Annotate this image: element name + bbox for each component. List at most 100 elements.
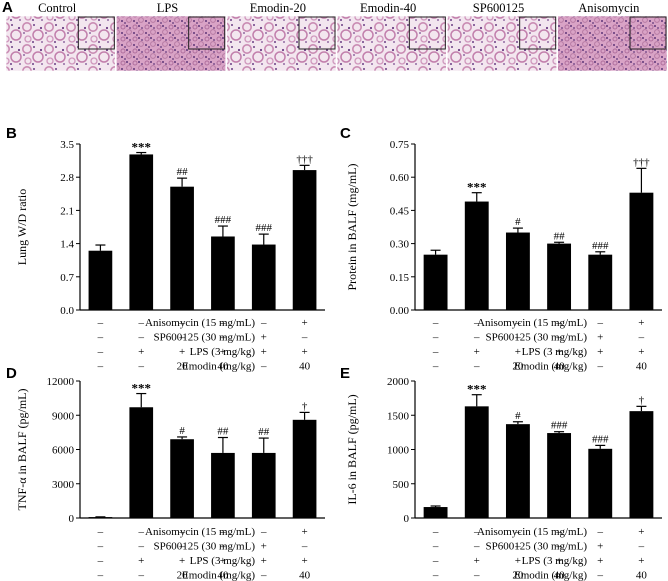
condition-mark: –: [555, 317, 562, 329]
condition-label: Emodin (mg/kg): [514, 361, 587, 373]
bar-4: [251, 452, 276, 518]
significance-label: ###: [592, 433, 609, 445]
condition-mark: 40: [299, 570, 311, 581]
significance-label: ***: [132, 381, 152, 396]
condition-mark: –: [555, 541, 562, 553]
condition-mark: –: [178, 332, 185, 344]
significance-label: ##: [177, 166, 189, 178]
condition-mark: –: [97, 317, 104, 329]
condition-mark: –: [432, 555, 439, 567]
condition-label: LPS (3 mg/kg): [190, 555, 256, 567]
condition-mark: –: [260, 361, 267, 373]
y-tick-label: 2000: [387, 376, 410, 388]
histology-label-4: SP600125: [473, 1, 524, 15]
condition-mark: –: [473, 361, 480, 373]
condition-label: LPS (3 mg/kg): [190, 346, 256, 358]
condition-mark: +: [261, 541, 267, 553]
significance-label: ##: [217, 426, 229, 438]
condition-label: Anisomycin (15 mg/mL): [145, 526, 255, 538]
histology-inset-5: [629, 16, 667, 50]
condition-mark: –: [514, 332, 521, 344]
condition-mark: –: [97, 526, 104, 538]
bar-1: [129, 154, 154, 310]
condition-mark: –: [178, 526, 185, 538]
condition-mark: +: [515, 346, 521, 358]
condition-mark: –: [555, 526, 562, 538]
histology-label-2: Emodin-20: [250, 1, 306, 15]
condition-mark: +: [301, 555, 307, 567]
condition-mark: +: [597, 332, 603, 344]
condition-mark: –: [432, 317, 439, 329]
y-tick-label: 0: [404, 513, 410, 525]
condition-mark: +: [597, 541, 603, 553]
bar-0: [423, 507, 448, 518]
panel-letter-b: B: [6, 125, 17, 142]
bar-5: [292, 170, 317, 310]
condition-mark: –: [138, 317, 145, 329]
condition-mark: –: [597, 361, 604, 373]
condition-mark: +: [138, 346, 144, 358]
condition-label: Emodin (mg/kg): [514, 570, 587, 581]
condition-mark: –: [219, 526, 226, 538]
condition-mark: –: [597, 526, 604, 538]
bar-2: [505, 424, 530, 518]
bar-5: [292, 419, 317, 518]
condition-mark: –: [97, 541, 104, 553]
condition-mark: –: [597, 317, 604, 329]
significance-label: †: [639, 394, 645, 406]
condition-mark: –: [432, 332, 439, 344]
condition-mark: +: [638, 555, 644, 567]
condition-mark: 20: [512, 570, 524, 581]
condition-label: SP600125 (30 mg/mL): [154, 332, 256, 344]
condition-mark: –: [219, 317, 226, 329]
y-tick-label: 0.60: [390, 172, 410, 184]
condition-mark: –: [597, 570, 604, 581]
condition-mark: –: [473, 317, 480, 329]
bar-0: [88, 250, 113, 310]
condition-label: Anisomycin (15 mg/mL): [477, 317, 587, 329]
condition-mark: +: [638, 526, 644, 538]
histology-inset-3: [408, 16, 446, 50]
condition-mark: +: [301, 526, 307, 538]
condition-mark: –: [260, 317, 267, 329]
condition-label: LPS (3 mg/kg): [522, 346, 588, 358]
condition-mark: +: [261, 346, 267, 358]
condition-mark: –: [178, 317, 185, 329]
significance-label: ###: [592, 240, 609, 252]
condition-mark: –: [514, 317, 521, 329]
condition-mark: –: [260, 570, 267, 581]
significance-label: ###: [551, 420, 568, 432]
y-tick-label: 6000: [52, 445, 75, 457]
condition-mark: –: [219, 541, 226, 553]
y-tick-label: 1500: [387, 410, 410, 422]
y-tick-label: 0.7: [60, 272, 74, 284]
significance-label: †††: [296, 153, 313, 165]
condition-mark: +: [556, 346, 562, 358]
condition-mark: 40: [299, 361, 311, 373]
condition-label: Emodin (mg/kg): [182, 361, 255, 373]
condition-mark: –: [97, 361, 104, 373]
condition-mark: –: [138, 570, 145, 581]
bar-4: [251, 244, 276, 310]
condition-mark: +: [301, 346, 307, 358]
histology-image-1: [116, 15, 226, 72]
histology-image-0: [5, 15, 116, 72]
significance-label: ###: [215, 214, 232, 226]
histology-label-1: LPS: [157, 1, 179, 15]
y-tick-label: 0.30: [390, 239, 410, 251]
condition-mark: –: [432, 570, 439, 581]
significance-label: #: [515, 216, 521, 228]
condition-mark: –: [473, 332, 480, 344]
bar-5: [629, 411, 654, 518]
y-tick-label: 3.5: [60, 139, 74, 151]
condition-mark: 40: [554, 570, 566, 581]
y-tick-label: 3000: [52, 479, 75, 491]
bar-3: [211, 236, 235, 310]
y-tick-label: 1000: [387, 445, 410, 457]
condition-mark: +: [474, 346, 480, 358]
y-tick-label: 0: [69, 513, 75, 525]
histology-strip: Control LPS Emodin-20 Emodin-40 SP600125 Anis…: [5, 1, 668, 72]
panel-letter-c: C: [340, 125, 351, 142]
condition-mark: +: [261, 555, 267, 567]
